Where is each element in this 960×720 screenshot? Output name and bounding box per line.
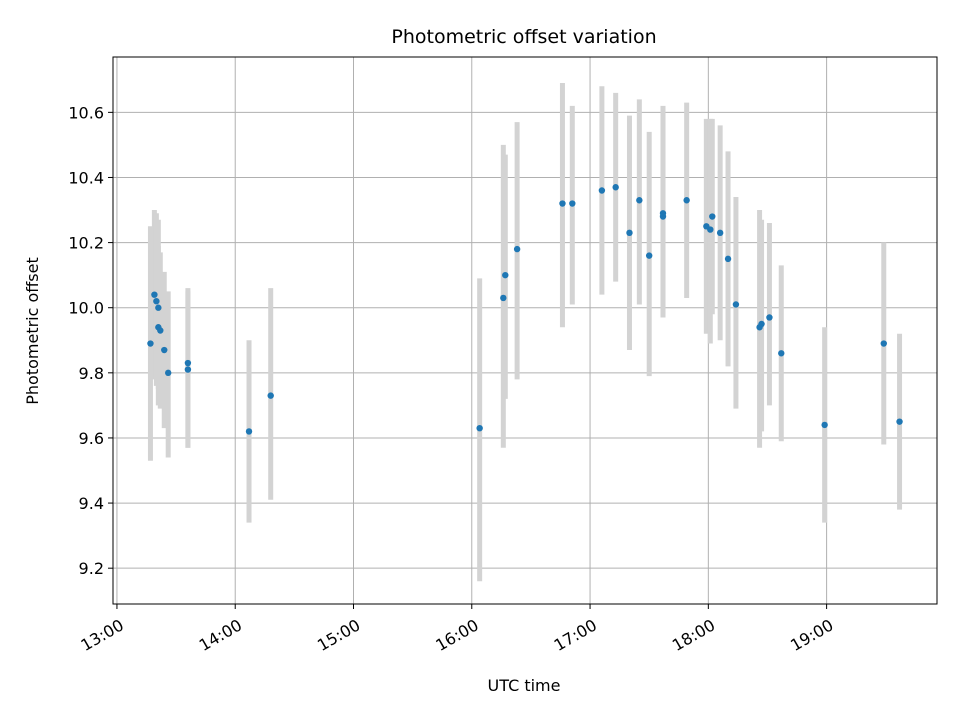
data-point bbox=[766, 314, 773, 321]
data-point bbox=[569, 200, 576, 207]
y-tick-label: 9.6 bbox=[79, 429, 104, 448]
data-point bbox=[184, 359, 192, 367]
data-point bbox=[821, 421, 828, 429]
data-point bbox=[147, 340, 154, 347]
data-point bbox=[896, 418, 903, 425]
data-point bbox=[758, 320, 765, 328]
data-point bbox=[645, 252, 653, 259]
data-point bbox=[732, 301, 740, 308]
y-tick-label: 10.6 bbox=[68, 103, 104, 122]
data-point bbox=[683, 197, 690, 204]
y-tick-label: 9.4 bbox=[79, 494, 104, 513]
data-point bbox=[612, 184, 619, 191]
data-point bbox=[778, 350, 785, 357]
data-point bbox=[707, 226, 714, 233]
data-point bbox=[157, 327, 164, 334]
plot-frame bbox=[112, 56, 938, 605]
data-point bbox=[153, 297, 160, 305]
data-point bbox=[502, 271, 509, 279]
y-tick-label: 9.8 bbox=[79, 364, 104, 383]
x-axis-label: UTC time bbox=[488, 676, 561, 695]
y-tick-label: 10.2 bbox=[68, 234, 104, 253]
data-point bbox=[164, 369, 172, 377]
data-points bbox=[147, 184, 903, 435]
data-point bbox=[724, 255, 732, 263]
data-point bbox=[598, 187, 606, 194]
data-point bbox=[151, 291, 158, 298]
y-tick-label: 10.4 bbox=[68, 168, 104, 187]
data-point bbox=[155, 304, 162, 311]
data-point bbox=[476, 424, 483, 432]
data-point bbox=[659, 213, 667, 220]
data-point bbox=[636, 197, 643, 204]
data-point bbox=[267, 392, 274, 399]
y-tick-label: 10.0 bbox=[68, 299, 104, 318]
data-point bbox=[716, 229, 724, 237]
data-point bbox=[880, 340, 887, 347]
data-point bbox=[559, 200, 566, 207]
data-point bbox=[500, 294, 507, 302]
data-point bbox=[626, 229, 633, 237]
chart-title: Photometric offset variation bbox=[391, 26, 656, 48]
data-point bbox=[161, 346, 168, 354]
data-point bbox=[513, 245, 521, 253]
y-tick-label: 9.2 bbox=[79, 559, 104, 578]
data-point bbox=[184, 366, 192, 373]
y-axis: 9.2 9.4 9.6 9.8 10.0 10.2 10.4 10.6 bbox=[68, 103, 113, 578]
data-point bbox=[709, 213, 716, 220]
data-point bbox=[245, 428, 253, 435]
y-axis-label: Photometric offset bbox=[23, 257, 42, 405]
